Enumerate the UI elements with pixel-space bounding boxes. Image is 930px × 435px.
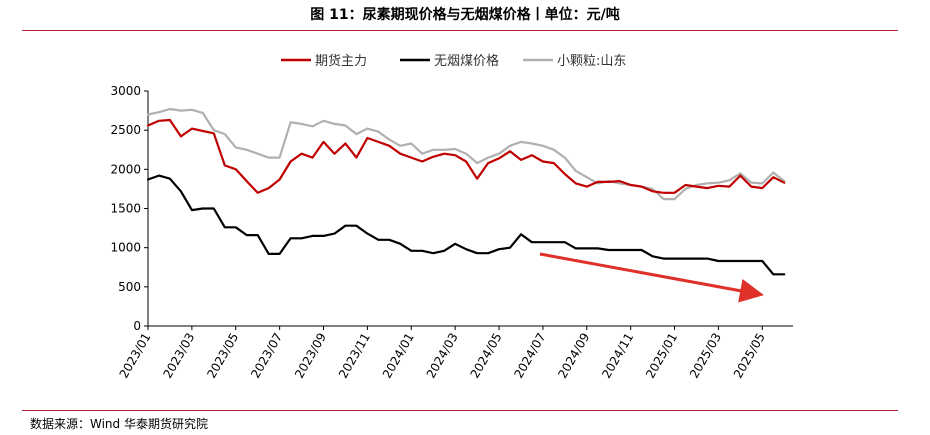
- legend-label-2: 小颗粒:山东: [557, 54, 626, 69]
- x-tick-label: 2024/11: [599, 331, 636, 381]
- series-line-0: [146, 118, 786, 194]
- chart-title: 图 11：尿素期现价格与无烟煤价格丨单位：元/吨: [310, 7, 620, 23]
- x-tick-label: 2024/01: [380, 331, 417, 381]
- bottom-rule: [22, 410, 898, 411]
- y-tick-label: 2500: [110, 123, 141, 137]
- x-tick-label: 2024/07: [511, 331, 548, 381]
- x-tick-label: 2025/05: [731, 331, 768, 381]
- x-tick-label: 2023/01: [117, 331, 154, 381]
- y-tick-label: 2000: [110, 162, 141, 176]
- x-tick-label: 2023/09: [292, 331, 329, 381]
- title-rule: [22, 30, 898, 31]
- annotation-layer: [539, 252, 764, 303]
- series-layer: [146, 107, 786, 276]
- source-note: 数据来源：Wind 华泰期货研究院: [30, 417, 208, 431]
- x-tick-label: 2024/05: [468, 330, 505, 380]
- y-tick-label: 1000: [110, 241, 141, 255]
- x-tick-label: 2024/03: [424, 331, 461, 381]
- x-tick-label: 2023/03: [160, 331, 197, 381]
- x-tick-label: 2023/11: [336, 331, 373, 381]
- legend: 期货主力 无烟煤价格 小颗粒:山东: [281, 53, 626, 69]
- legend-label-1: 无烟煤价格: [434, 53, 499, 69]
- x-tick-label: 2023/05: [204, 331, 241, 381]
- y-tick-label: 3000: [110, 84, 141, 98]
- x-tick-label: 2024/09: [555, 331, 592, 381]
- trend-arrow: [539, 252, 764, 303]
- series-line-1: [146, 174, 786, 276]
- y-tick-label: 500: [118, 280, 141, 294]
- x-tick-label: 2025/01: [643, 331, 680, 381]
- legend-label-0: 期货主力: [315, 53, 367, 69]
- x-tick-label: 2025/03: [687, 331, 724, 381]
- y-tick-label: 0: [133, 319, 141, 333]
- y-tick-label: 1500: [110, 202, 141, 216]
- series-line-2: [146, 107, 786, 201]
- line-chart: 期货主力 无烟煤价格 小颗粒:山东 0 500 1000 1500 2000 2500 3000…: [110, 53, 793, 381]
- x-tick-label: 2023/07: [248, 331, 285, 381]
